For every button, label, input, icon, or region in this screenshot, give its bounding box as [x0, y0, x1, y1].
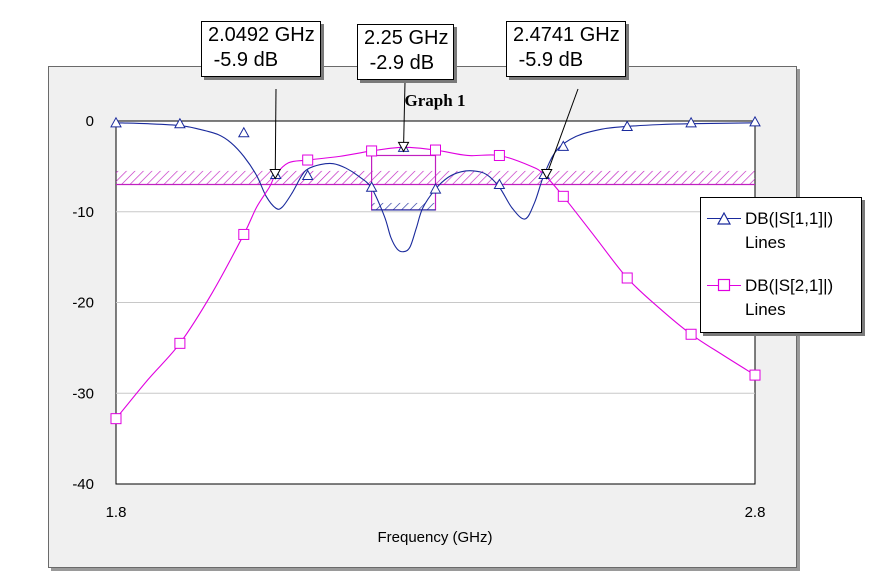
- series-1-point: [365, 181, 378, 192]
- series-2-point: [110, 413, 122, 425]
- series-1-point: [174, 117, 186, 129]
- y-tick-label: -40: [72, 476, 94, 493]
- y-tick-label: 0: [86, 113, 94, 130]
- marker-leader-line: [403, 81, 406, 148]
- legend-s11-sub: Lines: [745, 233, 786, 252]
- series-2-point: [302, 154, 314, 166]
- legend: DB(|S[1,1]|) Lines DB(|S[2,1]|) Lines: [700, 197, 862, 333]
- marker-label-3: 2.4741 GHz -5.9 dB: [506, 21, 626, 77]
- marker-2-value: -2.9 dB: [369, 52, 435, 74]
- series-1-point: [110, 116, 122, 128]
- marker-2-freq: 2.25 GHz: [364, 27, 449, 49]
- marker-1-value: -5.9 dB: [213, 49, 279, 71]
- series-2-point: [238, 228, 250, 240]
- series-1-point: [557, 140, 570, 151]
- series-1-point: [429, 183, 442, 194]
- y-tick-label: -20: [72, 295, 94, 312]
- marker-label-2: 2.25 GHz -2.9 dB: [357, 24, 455, 80]
- series-2-point: [493, 149, 505, 161]
- spec-region-s11: [371, 202, 436, 210]
- x-tick-label: 2.8: [745, 504, 766, 521]
- marker-leader-line: [546, 88, 579, 175]
- marker-point: [540, 169, 553, 180]
- legend-s21-sub: Lines: [745, 300, 786, 319]
- series-1-point: [685, 116, 697, 128]
- marker-point: [269, 169, 282, 180]
- x-axis-label: Frequency (GHz): [377, 529, 492, 546]
- marker-1-freq: 2.0492 GHz: [208, 24, 315, 46]
- marker-3-value: -5.9 dB: [518, 49, 584, 71]
- marker-point: [397, 141, 410, 153]
- series-2-point: [685, 328, 697, 340]
- series-2-point: [174, 337, 186, 349]
- series-2-point: [430, 144, 441, 156]
- legend-s21-square-icon: [717, 278, 731, 292]
- series-1-point: [749, 115, 761, 127]
- series-1-point: [493, 178, 506, 190]
- legend-s21-name: DB(|S[2,1]|): [745, 276, 834, 295]
- marker-leader-line: [274, 88, 277, 175]
- series-1-point: [237, 126, 250, 138]
- marker-label-1: 2.0492 GHz -5.9 dB: [201, 21, 321, 77]
- series-2-point: [557, 190, 569, 202]
- series-1-point: [301, 169, 314, 180]
- x-tick-label: 1.8: [106, 504, 127, 521]
- legend-s11-triangle-icon: [717, 212, 731, 225]
- legend-s11-name: DB(|S[1,1]|): [745, 209, 834, 228]
- marker-3-freq: 2.4741 GHz: [513, 24, 620, 46]
- series-2-point: [366, 145, 378, 157]
- chart-title: Graph 1: [405, 91, 466, 110]
- series-2-point: [621, 272, 633, 284]
- y-tick-label: -30: [72, 385, 94, 402]
- series-2-point: [749, 369, 761, 381]
- series-1-point: [621, 120, 634, 131]
- y-tick-label: -10: [72, 204, 94, 221]
